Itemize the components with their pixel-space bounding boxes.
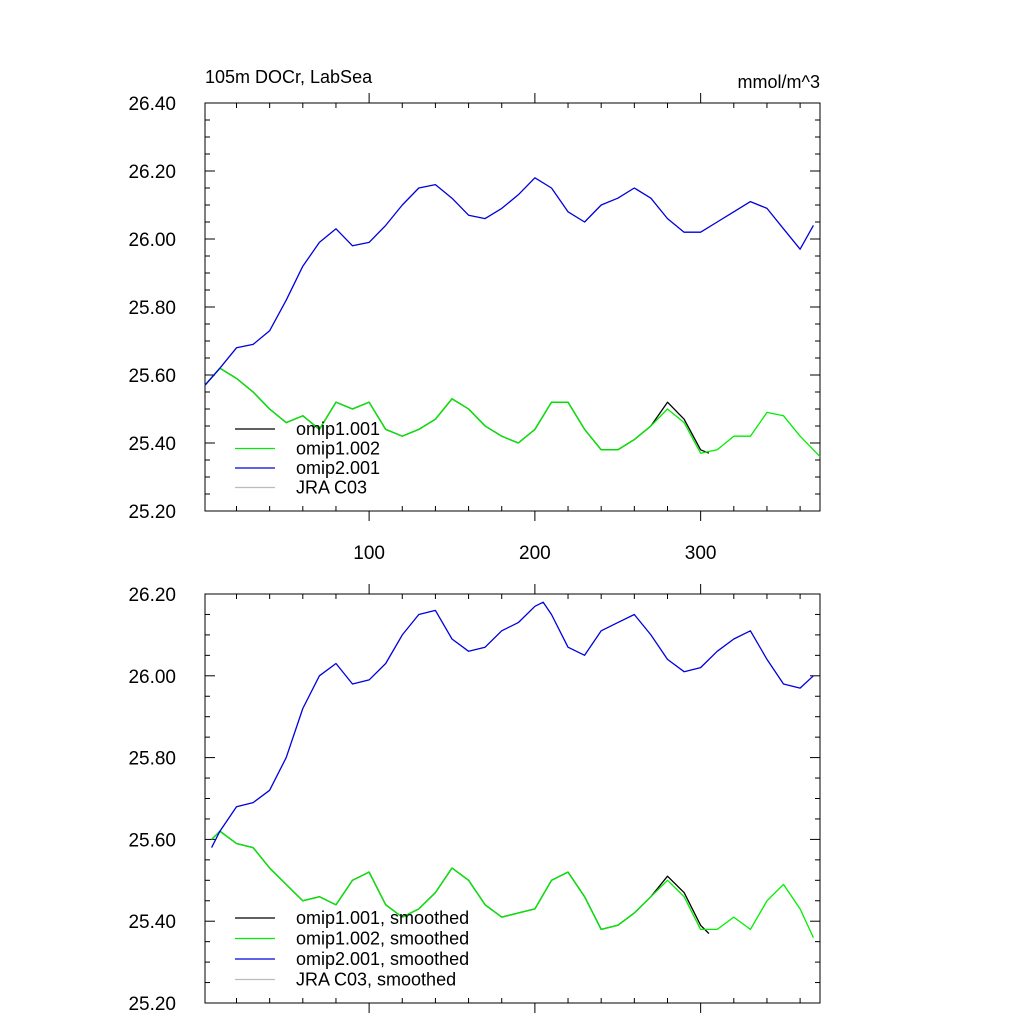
legend-label: JRA C03, smoothed (296, 970, 456, 990)
y-tick-label: 26.40 (128, 94, 176, 115)
legend-label: omip1.002, smoothed (296, 929, 469, 949)
y-tick-label: 26.20 (128, 162, 176, 183)
x-tick-label: 300 (685, 543, 717, 564)
x-tick-label: 200 (519, 543, 551, 564)
y-tick-label: 26.00 (128, 230, 176, 251)
y-tick-label: 25.80 (128, 298, 176, 319)
legend-label: omip1.002 (296, 439, 380, 459)
y-tick-label: 26.00 (128, 667, 176, 688)
y-tick-label: 25.60 (128, 830, 176, 851)
chart-title: 105m DOCr, LabSea (205, 67, 373, 87)
y-tick-label: 25.40 (128, 912, 176, 933)
legend-label: omip2.001 (296, 458, 380, 478)
y-tick-label: 25.80 (128, 749, 176, 770)
y-tick-label: 25.40 (128, 434, 176, 455)
x-tick-label: 100 (353, 543, 385, 564)
legend-label: omip2.001, smoothed (296, 949, 469, 969)
series-line (204, 367, 821, 458)
top-panel: 25.20 25.40 25.60 25.80 26.00 26.20 26.40 100 20… (128, 67, 821, 564)
series-line (211, 830, 814, 938)
legend-label: JRA C03 (296, 478, 367, 498)
y-tick-label: 25.60 (128, 366, 176, 387)
series-line (211, 601, 814, 848)
y-tick-label: 25.20 (128, 502, 176, 523)
legend-label: omip1.001, smoothed (296, 908, 469, 928)
bottom-panel: 25.20 25.40 25.60 25.80 26.00 26.20 omip1.001,… (128, 584, 821, 1015)
y-tick-label: 26.20 (128, 585, 176, 606)
units-label: mmol/m^3 (738, 72, 820, 92)
legend-label: omip1.001 (296, 419, 380, 439)
series-line (204, 177, 814, 386)
y-tick-label: 25.20 (128, 994, 176, 1015)
